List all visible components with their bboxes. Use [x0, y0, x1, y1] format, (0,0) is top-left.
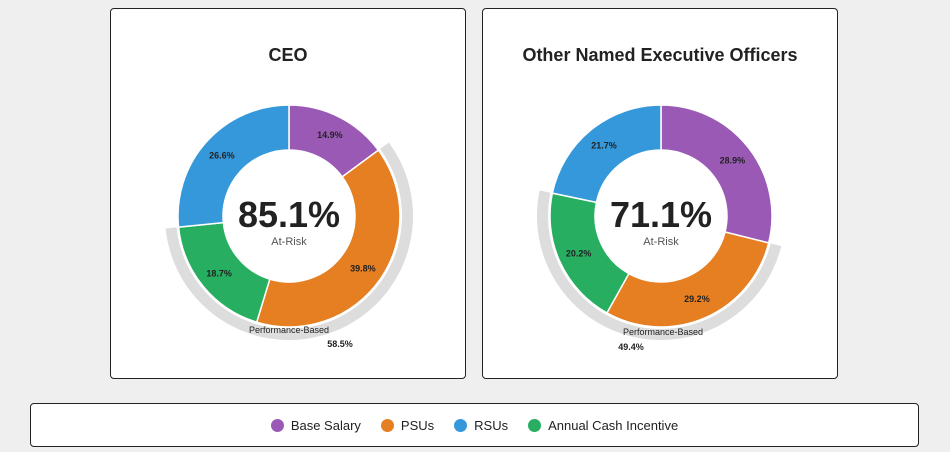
legend-item-rsus: RSUs: [454, 418, 508, 433]
neo-segment-label-rsus: 21.7%: [591, 141, 617, 151]
neo-segment-base-salary: [660, 104, 773, 244]
neo-at-risk-label: At-Risk: [643, 236, 679, 248]
ceo-chart-title: CEO: [268, 45, 308, 65]
ceo-segment-rsus: [177, 104, 290, 228]
neo-performance-based-value: 49.4%: [618, 342, 644, 352]
legend-swatch-rsus: [454, 418, 468, 432]
legend-swatch-annual-cash-incentive: [528, 418, 542, 432]
ceo-segment-label-psus: 39.8%: [350, 263, 376, 273]
ceo-chart-panel: CEO 14.9% 39.8% 18.7% 26.6% 85.1% At-Risk Perf…: [110, 8, 466, 379]
ceo-donut-chart: 14.9% 39.8% 18.7% 26.6% 85.1%At-Risk Performa…: [165, 104, 413, 349]
legend-swatch-psus: [380, 418, 394, 432]
legend-item-annual-cash-incentive: Annual Cash Incentive: [528, 418, 678, 433]
legend-label-psus: PSUs: [400, 417, 435, 433]
ceo-performance-based-label: Performance-Based: [249, 325, 329, 335]
neo-segment-psus: [605, 231, 770, 328]
ceo-performance-based-value: 58.5%: [327, 339, 353, 349]
neo-segment-rsus: [551, 104, 662, 204]
legend-item-base-salary: Base Salary: [270, 417, 361, 433]
ceo-segment-psus: [255, 149, 401, 328]
ceo-at-risk-value: 85.1%: [238, 194, 340, 235]
neo-segment-label-base-salary: 28.9%: [720, 155, 746, 165]
neo-donut-chart: 28.9% 29.2% 20.2% 21.7% 71.1%At-Risk Performa…: [537, 104, 782, 352]
legend-label-annual-cash-incentive: Annual Cash Incentive: [548, 417, 679, 433]
neo-performance-based-label: Performance-Based: [623, 327, 703, 337]
legend-label-base-salary: Base Salary: [290, 417, 361, 433]
legend-swatch-base-salary: [270, 418, 284, 432]
chart-legend: Base Salary PSUs RSUs Annual Cash Incent…: [30, 403, 919, 447]
ceo-segment-label-rsus: 26.6%: [209, 150, 235, 160]
ceo-segment-label-base-salary: 14.9%: [317, 130, 343, 140]
neo-segment-label-annual-cash-incentive: 20.2%: [566, 249, 592, 259]
neo-at-risk-value: 71.1%: [610, 194, 712, 235]
neo-segment-label-psus: 29.2%: [684, 294, 710, 304]
legend-item-psus: PSUs: [380, 417, 435, 433]
ceo-at-risk-label: At-Risk: [271, 236, 307, 248]
legend-label-rsus: RSUs: [474, 417, 509, 433]
neo-chart-title: Other Named Executive Officers: [522, 45, 798, 65]
ceo-segment-label-annual-cash-incentive: 18.7%: [206, 268, 232, 278]
neo-chart-panel: Other Named Executive Officers 28.9% 29.2…: [482, 8, 838, 379]
